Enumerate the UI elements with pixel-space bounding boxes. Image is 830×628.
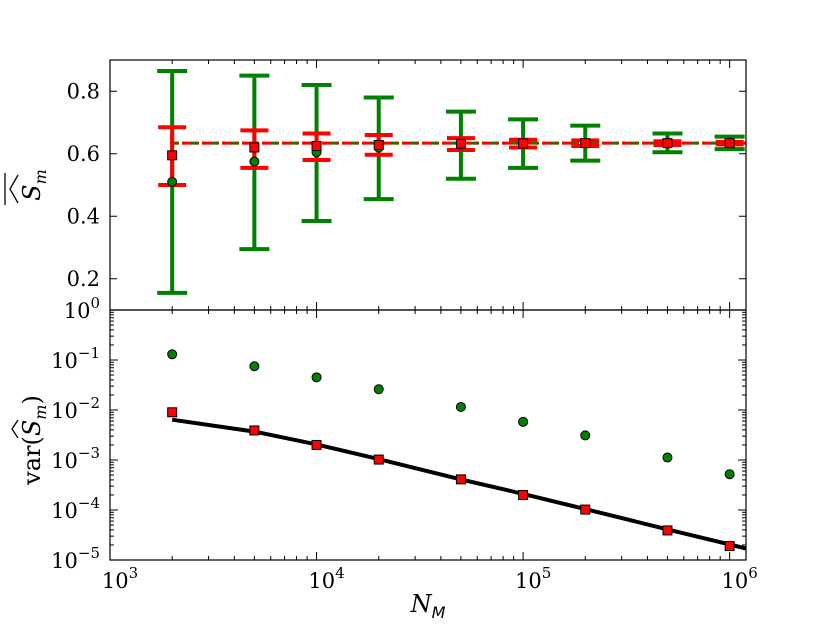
red-square-point [167,407,178,418]
green-circle-point [167,176,178,187]
red-square-point [518,138,529,149]
theory-line [171,417,747,551]
red-square-point [662,138,673,149]
green-circle-point [662,452,673,463]
red-square-point [373,454,384,465]
bottom-y-axis-title-text: var(Sm) [18,395,50,486]
green-circle-point [455,401,466,412]
red-square-point [167,150,178,161]
green-circle-point [518,416,529,427]
top-y-tick-label: 0.4 [67,204,100,228]
red-square-point [373,140,384,150]
bottom-panel-frame [109,309,747,561]
bottom-y-tick-label: 10−2 [51,394,100,423]
red-square-point [580,138,591,149]
bottom-y-axis-title: var(Sm) [11,395,50,486]
red-square-point [724,138,735,149]
bottom-y-tick-label: 10−5 [51,544,100,573]
x-tick-label: 106 [722,564,758,593]
x-tick-label: 105 [515,564,551,593]
red-square-point [518,489,529,500]
top-y-axis-title: Sm [4,169,50,205]
red-square-point [662,525,673,536]
red-square-point [724,541,735,552]
green-circle-point [373,384,384,395]
red-square-point [455,138,466,149]
top-y-tick-label: 0.8 [67,79,100,103]
red-square-point [580,504,591,515]
top-y-tick-label: 0.6 [67,142,100,166]
x-tick-label: 103 [102,564,138,593]
x-tick-label: 104 [308,564,344,593]
hat-mark [9,174,19,204]
top-y-axis-title-text: Sm [18,169,50,201]
green-circle-point [167,349,178,360]
x-axis-title: NM [410,590,446,622]
green-circle-point [311,372,322,383]
hat-mark [11,419,19,439]
bottom-y-tick-label: 10−4 [51,494,100,523]
bottom-y-tick-label: 100 [64,294,100,323]
top-y-tick-label: 0.2 [67,267,100,291]
bottom-y-tick-label: 10−1 [51,344,100,373]
red-square-point [249,425,260,436]
red-square-point [249,142,260,153]
red-square-point [311,140,322,151]
green-circle-point [249,156,260,167]
bottom-y-tick-label: 10−3 [51,444,100,473]
green-circle-point [724,469,735,480]
red-square-point [311,439,322,450]
green-circle-point [249,361,260,372]
green-circle-point [580,430,591,441]
top-panel-frame [109,59,747,311]
red-square-point [455,474,466,485]
